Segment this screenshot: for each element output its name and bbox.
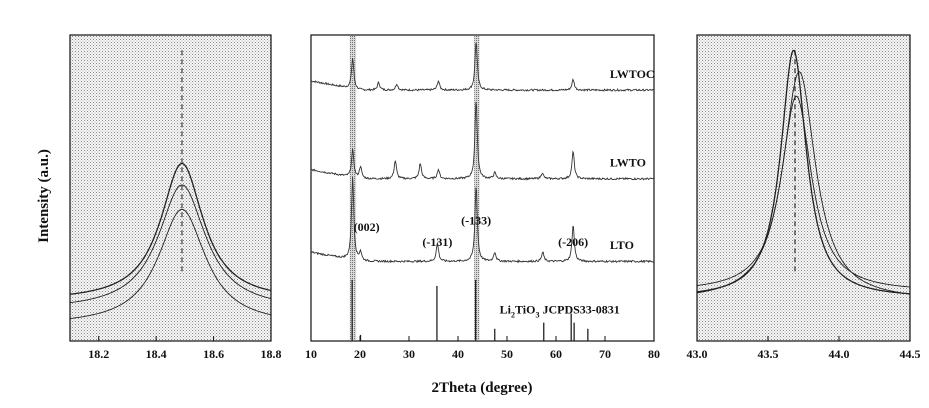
1-tick-label-7: 80 xyxy=(648,347,660,361)
panel-right-frame xyxy=(696,34,911,342)
0-tick-label-3: 18.8 xyxy=(261,347,282,361)
1-tick-label-0: 10 xyxy=(305,347,317,361)
peak-label-2: (-133) xyxy=(461,214,491,228)
1-tick-label-5: 60 xyxy=(550,347,562,361)
reference-label-label_mid: TiO xyxy=(515,302,535,316)
left-zoom-curve-2 xyxy=(70,208,271,319)
1-tick-label-3: 40 xyxy=(452,347,464,361)
left-zoom-curve-1 xyxy=(70,184,271,304)
panel-middle-frame xyxy=(310,34,655,342)
x-axis-title: 2Theta (degree) xyxy=(432,380,533,396)
left-zoom-curve-0 xyxy=(70,162,271,295)
peak-label-1: (-131) xyxy=(422,235,452,249)
pattern-LWTOC xyxy=(311,42,655,92)
1-tick-label-4: 50 xyxy=(501,347,513,361)
reference-label: Li2TiO3 JCPDS33-0831 xyxy=(500,302,620,319)
pattern-LTO xyxy=(310,176,655,264)
series-label-LWTO: LWTO xyxy=(610,156,646,170)
right-zoom-curve-2 xyxy=(697,95,910,288)
right-zoom-curve-1 xyxy=(697,71,910,295)
highlight-band-1 xyxy=(474,36,480,340)
reference-label-label_sub1: 2 xyxy=(511,310,515,319)
pattern-LWTO xyxy=(310,102,655,181)
y-axis-title: Intensity (a.u.) xyxy=(36,149,52,243)
panel-full-pattern: LWTOC LWTO LTO (002) (-131) (-133) (-206) Li2Ti… xyxy=(305,34,660,361)
reference-label-label_main: Li xyxy=(500,302,512,316)
series-label-LTO: LTO xyxy=(610,238,634,252)
reference-label-label_sub2: 3 xyxy=(535,310,539,319)
2-tick-label-0: 43.0 xyxy=(687,347,708,361)
2-tick-label-2: 44.0 xyxy=(829,347,850,361)
peak-label-3: (-206) xyxy=(558,235,588,249)
panel-left-zoom: 18.2 18.4 18.6 18.8 xyxy=(69,34,282,361)
reference-label-label_rest: JCPDS33-0831 xyxy=(539,302,619,316)
2-tick-label-3: 44.5 xyxy=(900,347,921,361)
0-tick-label-1: 18.4 xyxy=(146,347,167,361)
1-tick-label-2: 30 xyxy=(403,347,415,361)
panel-right-zoom: 43.0 43.5 44.0 44.5 xyxy=(687,34,921,361)
0-tick-label-0: 18.2 xyxy=(88,347,109,361)
peak-label-0: (002) xyxy=(354,220,380,234)
2-tick-label-1: 43.5 xyxy=(758,347,779,361)
1-tick-label-6: 70 xyxy=(599,347,611,361)
1-tick-label-1: 20 xyxy=(354,347,366,361)
series-label-LWTOC: LWTOC xyxy=(610,67,655,81)
0-tick-label-2: 18.6 xyxy=(203,347,224,361)
